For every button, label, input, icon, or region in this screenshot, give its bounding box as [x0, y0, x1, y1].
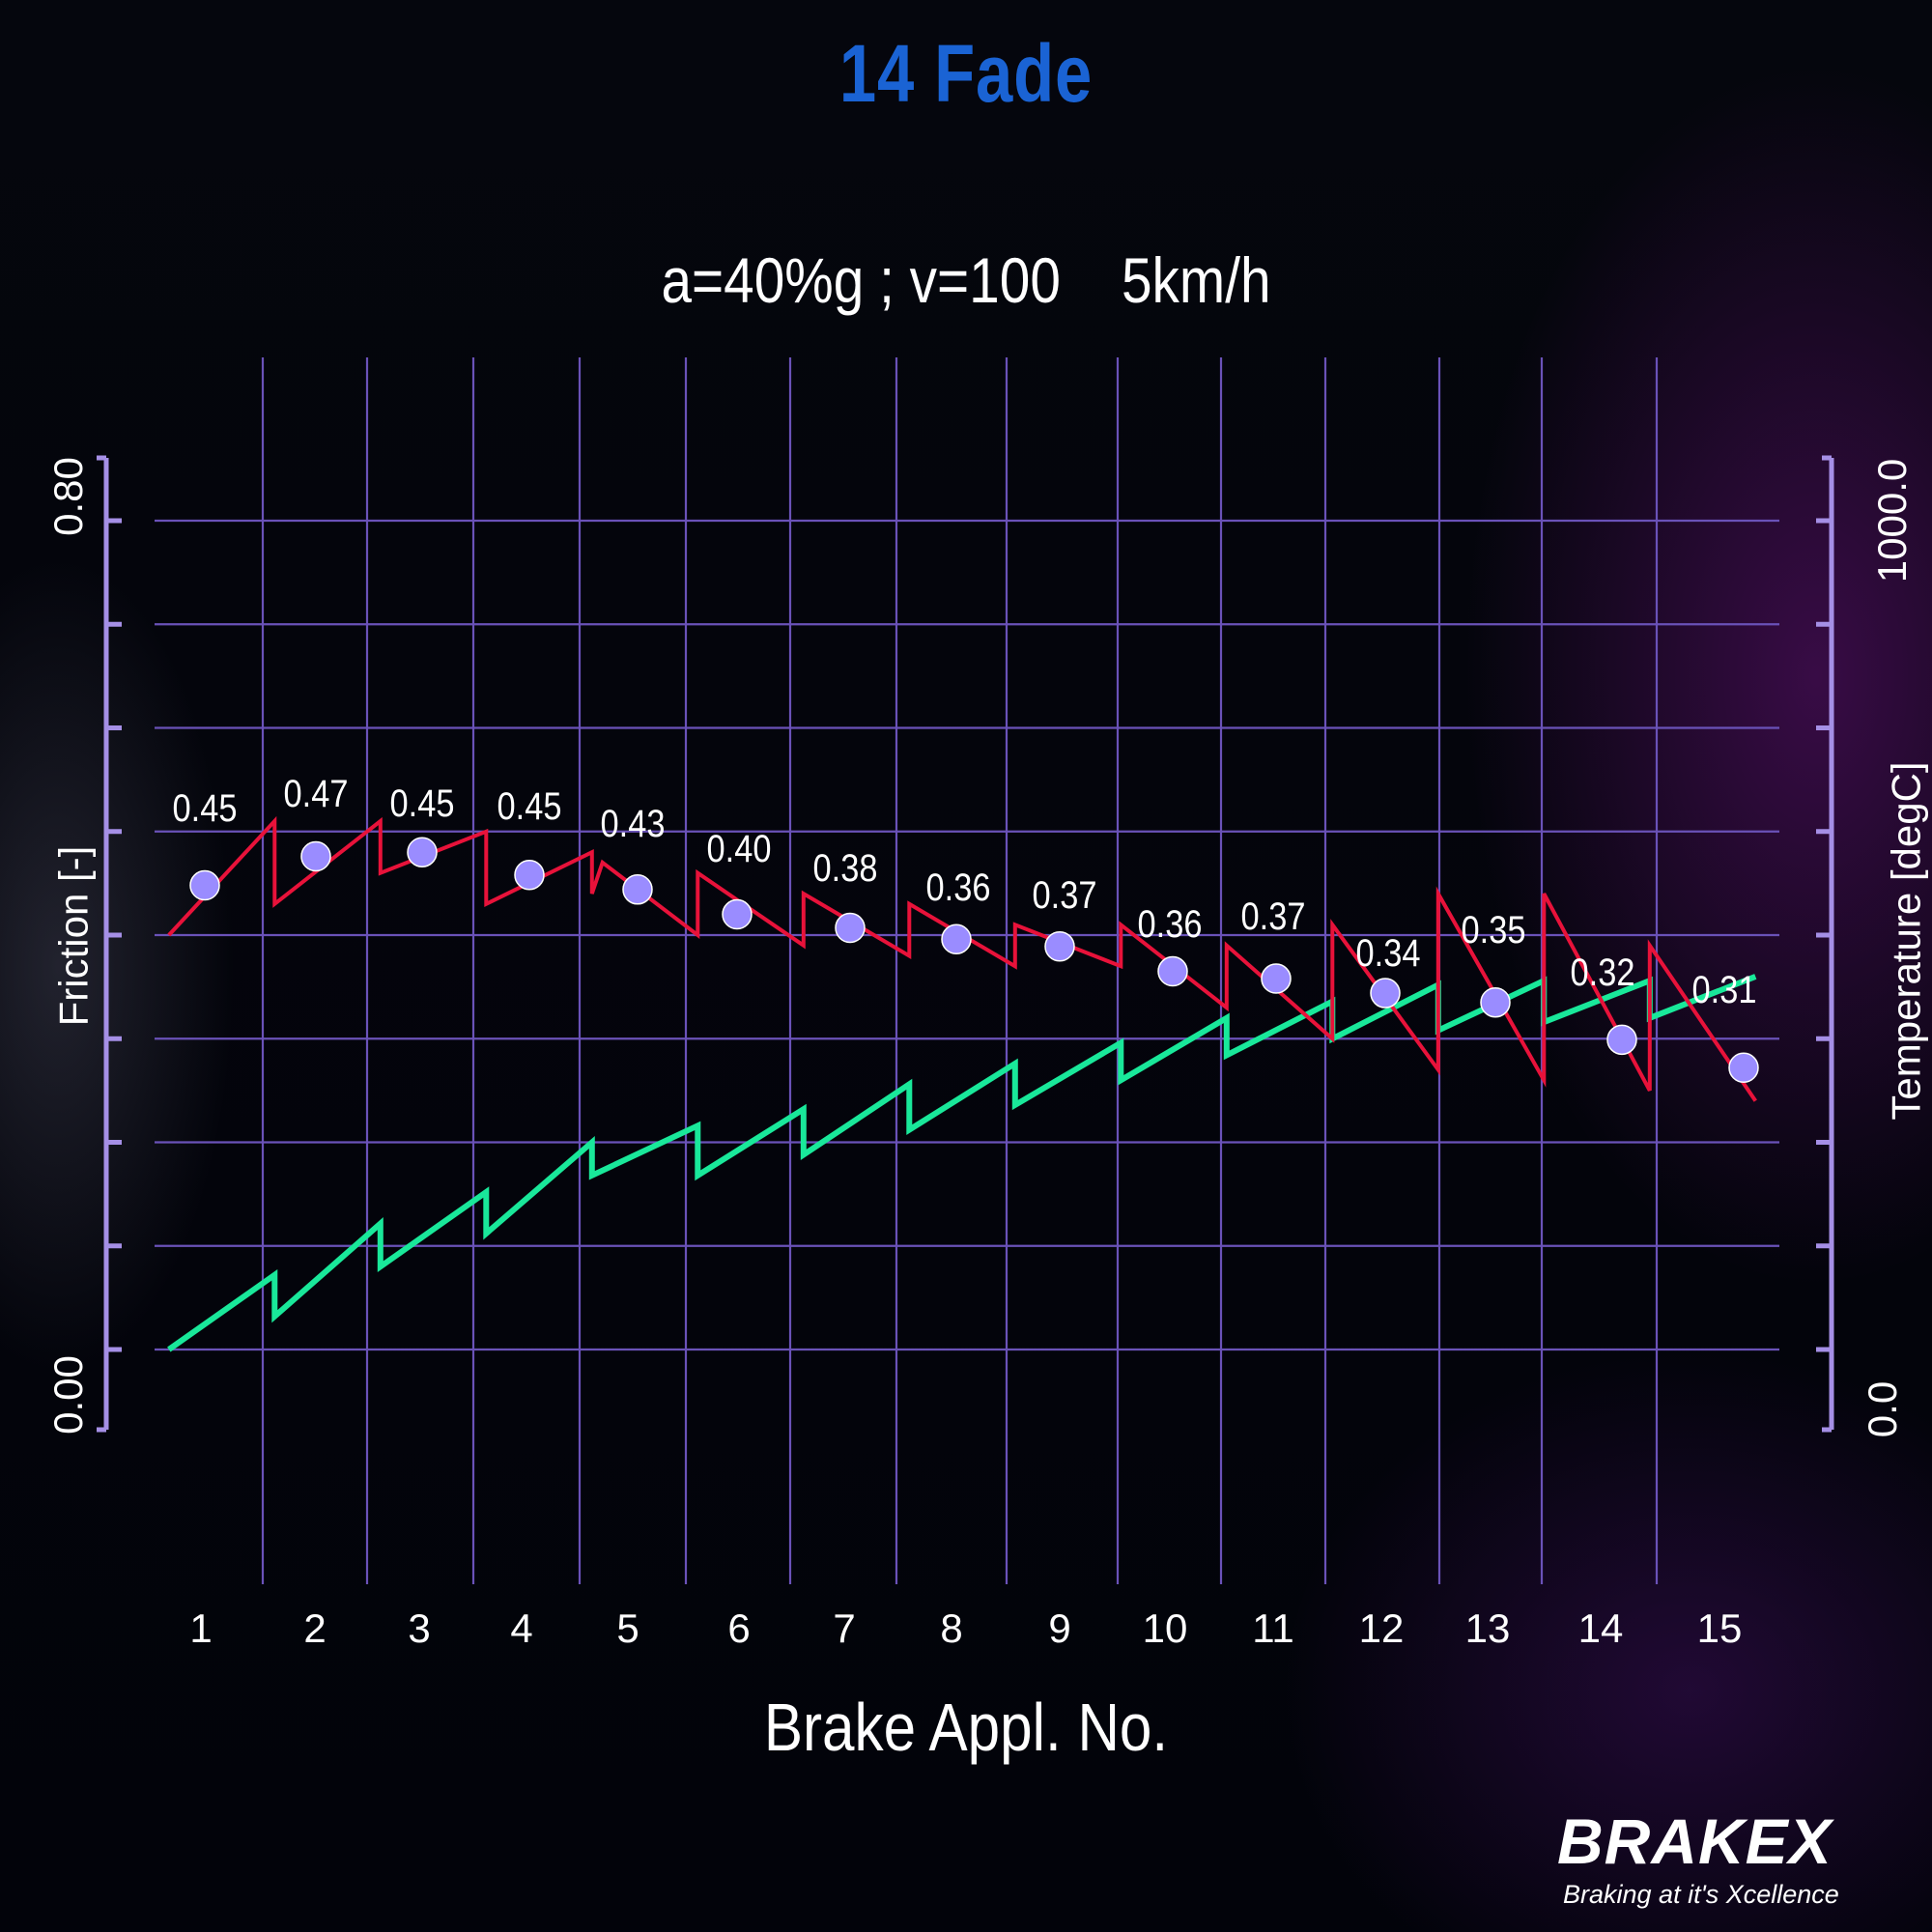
x-tick-label: 3	[408, 1605, 430, 1651]
y-tick-left-bottom: 0.00	[44, 1355, 91, 1435]
friction-value-label: 0.45	[390, 781, 455, 825]
friction-marker	[189, 869, 220, 901]
friction-marker	[300, 840, 331, 872]
y-tick-right-bottom: 0.0	[1860, 1380, 1906, 1438]
friction-marker	[1606, 1024, 1637, 1056]
x-tick-label: 7	[833, 1605, 855, 1651]
x-tick-label: 12	[1359, 1605, 1405, 1651]
friction-value-label: 0.37	[1033, 873, 1097, 917]
friction-value-label: 0.45	[497, 784, 562, 828]
chart-subtitle: a=40%g ; v=100 5km/h	[661, 244, 1271, 316]
x-tick-label: 15	[1697, 1605, 1743, 1651]
friction-value-label: 0.36	[926, 866, 991, 909]
x-tick-label: 4	[510, 1605, 532, 1651]
x-tick-label: 10	[1143, 1605, 1188, 1651]
friction-marker	[1480, 986, 1511, 1018]
friction-line	[167, 815, 1757, 1102]
friction-marker	[1044, 931, 1075, 962]
friction-value-label: 0.32	[1571, 951, 1635, 994]
x-tick-label: 5	[616, 1605, 639, 1651]
chart-axes	[97, 455, 1834, 1433]
temperature-line	[167, 974, 1757, 1352]
x-tick-label: 1	[189, 1605, 212, 1651]
temperature-series	[167, 974, 1757, 1352]
friction-value-label: 0.40	[707, 827, 772, 870]
friction-value-label: 0.43	[601, 802, 666, 845]
chart-title: 14 Fade	[838, 28, 1094, 119]
friction-value-label: 0.38	[813, 846, 878, 890]
x-axis-label: Brake Appl. No.	[763, 1690, 1169, 1765]
y-axis-label-right: Temperature [degC]	[1883, 761, 1929, 1121]
y-axis-label-left: Friction [-]	[50, 845, 97, 1027]
friction-value-label: 0.31	[1692, 968, 1757, 1011]
friction-series	[167, 815, 1757, 1102]
friction-markers: 0.45 0.47 0.45 0.45 0.43 0.40 0.38 0.36 0.37 0.36…	[173, 772, 1759, 1084]
friction-marker	[1157, 955, 1188, 987]
friction-marker	[941, 923, 972, 955]
x-tick-label: 6	[727, 1605, 750, 1651]
friction-value-label: 0.34	[1356, 931, 1421, 975]
friction-value-label: 0.35	[1462, 908, 1526, 952]
x-tick-label: 9	[1048, 1605, 1070, 1651]
friction-marker	[514, 860, 545, 891]
x-tick-label: 14	[1578, 1605, 1624, 1651]
x-tick-label: 13	[1465, 1605, 1511, 1651]
x-tick-labels: 1 2 3 4 5 6 7 8 9 10 11 12 13 14 15	[189, 1605, 1742, 1651]
friction-marker	[1728, 1052, 1759, 1084]
friction-marker	[1261, 963, 1292, 994]
chart-grid	[155, 357, 1779, 1584]
y-tick-left-top: 0.80	[44, 457, 91, 536]
friction-marker	[835, 912, 866, 944]
friction-value-label: 0.36	[1138, 902, 1203, 946]
friction-value-label: 0.37	[1241, 895, 1306, 938]
friction-value-label: 0.45	[173, 786, 238, 830]
x-tick-label: 11	[1252, 1605, 1294, 1651]
friction-value-label: 0.47	[284, 772, 349, 815]
x-tick-label: 2	[303, 1605, 326, 1651]
x-tick-label: 8	[940, 1605, 962, 1651]
logo-wordmark: BRAKEX	[1557, 1805, 1833, 1877]
y-tick-right-top: 1000.0	[1869, 458, 1916, 583]
friction-marker	[622, 874, 653, 905]
friction-marker	[1370, 978, 1401, 1009]
brand-logo: BRAKEX Braking at it's Xcellence	[1557, 1804, 1876, 1911]
logo-tagline: Braking at it's Xcellence	[1563, 1880, 1839, 1909]
friction-marker	[407, 837, 438, 867]
friction-marker	[722, 898, 753, 930]
